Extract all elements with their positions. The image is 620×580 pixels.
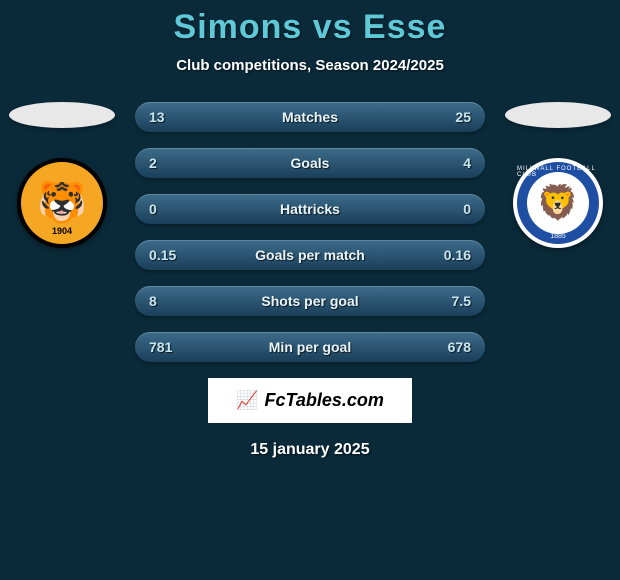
comparison-card: Simons vs Esse Club competitions, Season… [0, 0, 620, 459]
stat-left-value: 13 [149, 109, 199, 125]
stat-right-value: 0.16 [421, 247, 471, 263]
page-title: Simons vs Esse [0, 8, 620, 47]
brand-text: FcTables.com [265, 390, 384, 411]
page-subtitle: Club competitions, Season 2024/2025 [0, 57, 620, 74]
stat-label: Shots per goal [261, 293, 358, 309]
stat-label: Min per goal [269, 339, 351, 355]
stat-right-value: 0 [421, 201, 471, 217]
date-label: 15 january 2025 [250, 441, 369, 459]
stat-row-goals: 2 Goals 4 [135, 148, 485, 178]
stat-row-shots-per-goal: 8 Shots per goal 7.5 [135, 286, 485, 316]
main-row: 🐯 1904 13 Matches 25 2 Goals 4 0 Hattric… [0, 102, 620, 362]
stat-left-value: 8 [149, 293, 199, 309]
stat-left-value: 781 [149, 339, 199, 355]
stat-right-value: 25 [421, 109, 471, 125]
right-player-placeholder [505, 102, 611, 128]
brand-box[interactable]: 📈 FcTables.com [208, 378, 412, 423]
tiger-icon: 🐯 [37, 183, 87, 223]
left-player-placeholder [9, 102, 115, 128]
stat-left-value: 2 [149, 155, 199, 171]
left-badge-year: 1904 [52, 226, 72, 236]
right-badge-ring-text: MILLWALL FOOTBALL CLUB [517, 166, 599, 178]
stat-left-value: 0.15 [149, 247, 199, 263]
stats-column: 13 Matches 25 2 Goals 4 0 Hattricks 0 0.… [135, 102, 485, 362]
stat-label: Matches [282, 109, 338, 125]
right-badge-year: 1885 [550, 233, 566, 240]
stat-row-hattricks: 0 Hattricks 0 [135, 194, 485, 224]
stat-row-goals-per-match: 0.15 Goals per match 0.16 [135, 240, 485, 270]
stat-label: Goals [291, 155, 330, 171]
chart-icon: 📈 [236, 390, 258, 411]
stat-row-min-per-goal: 781 Min per goal 678 [135, 332, 485, 362]
stat-right-value: 4 [421, 155, 471, 171]
stat-label: Hattricks [280, 201, 340, 217]
left-team-column: 🐯 1904 [7, 102, 117, 248]
stat-right-value: 7.5 [421, 293, 471, 309]
footer: 📈 FcTables.com 15 january 2025 [0, 378, 620, 459]
stat-right-value: 678 [421, 339, 471, 355]
right-badge-inner: 🦁 [527, 172, 589, 234]
right-team-column: MILLWALL FOOTBALL CLUB 🦁 1885 [503, 102, 613, 248]
stat-label: Goals per match [255, 247, 365, 263]
left-team-badge: 🐯 1904 [17, 158, 107, 248]
lion-icon: 🦁 [537, 186, 579, 220]
right-team-badge: MILLWALL FOOTBALL CLUB 🦁 1885 [513, 158, 603, 248]
stat-left-value: 0 [149, 201, 199, 217]
stat-row-matches: 13 Matches 25 [135, 102, 485, 132]
